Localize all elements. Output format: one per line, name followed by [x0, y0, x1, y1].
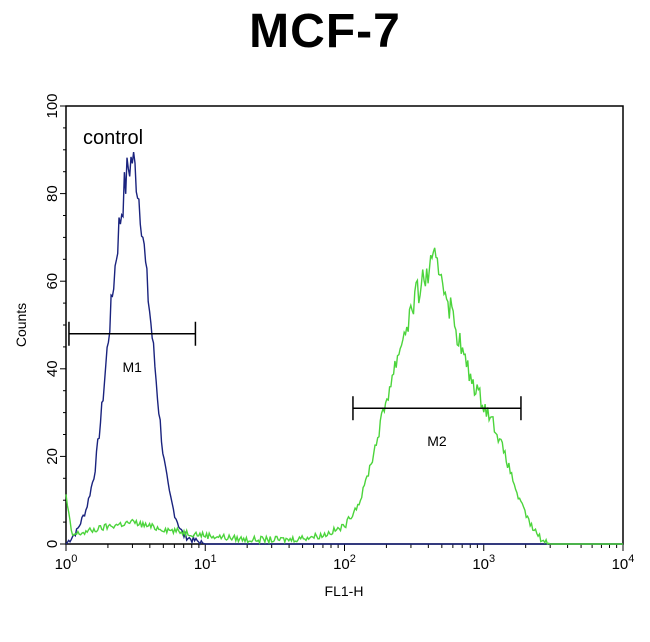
x-tick-label: 101 — [194, 553, 217, 573]
control-annotation: control — [83, 127, 143, 149]
y-tick-label: 20 — [44, 448, 61, 465]
histogram-series-1 — [65, 247, 623, 546]
x-tick-label: 100 — [55, 553, 78, 573]
y-tick-label: 80 — [44, 185, 61, 202]
y-tick-label: 40 — [44, 360, 61, 377]
x-tick-label: 104 — [612, 553, 635, 573]
x-tick-label: 103 — [472, 553, 495, 573]
histogram-series-0 — [65, 152, 623, 546]
y-tick-label: 100 — [44, 93, 61, 118]
chart-title: MCF-7 — [249, 5, 401, 58]
y-tick-label: 0 — [44, 540, 61, 548]
gate-label-m2: M2 — [427, 433, 447, 449]
gate-label-m1: M1 — [122, 359, 142, 375]
x-tick-label: 102 — [333, 553, 356, 573]
y-tick-label: 60 — [44, 273, 61, 290]
x-axis-label: FL1-H — [325, 583, 364, 599]
plot-frame — [65, 105, 624, 545]
y-axis-label: Counts — [13, 303, 29, 347]
